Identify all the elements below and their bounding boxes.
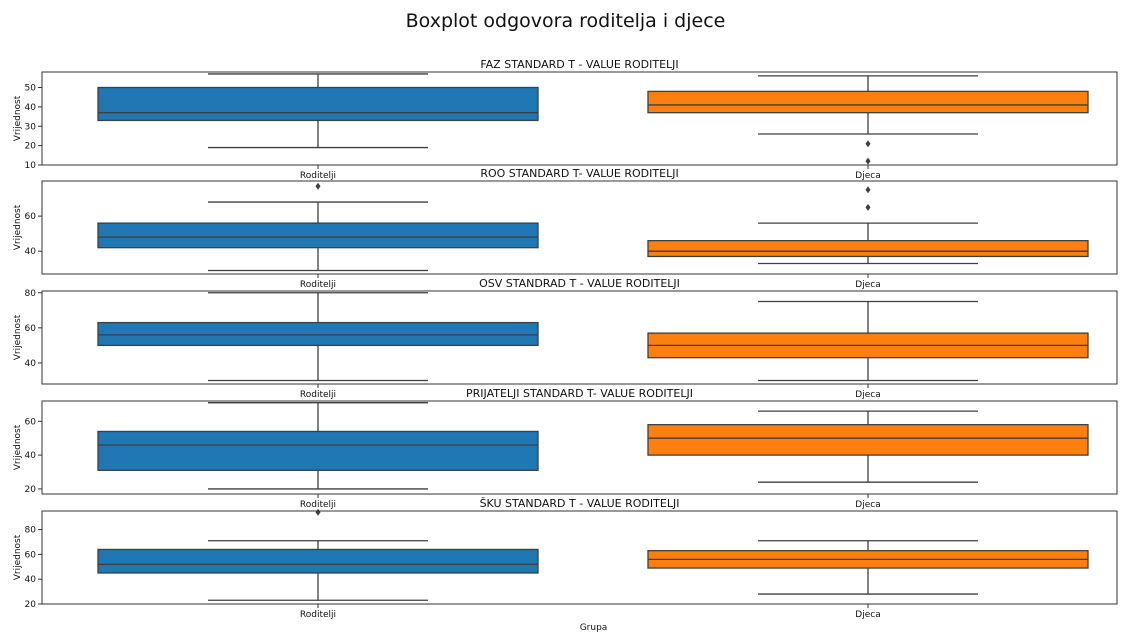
x-tick-label: Djeca	[855, 171, 880, 181]
box	[647, 240, 1089, 258]
x-tick-label: Djeca	[855, 610, 880, 620]
outlier-point	[865, 140, 871, 148]
y-axis-label: Vrijednost	[13, 95, 23, 141]
x-tick-label: Djeca	[855, 500, 880, 510]
y-tick-label: 60	[25, 550, 37, 560]
box	[97, 548, 539, 574]
x-tick-label: Djeca	[855, 280, 880, 290]
y-axis-label: Vrijednost	[13, 424, 23, 470]
panel-title: ROO STANDARD T- VALUE RODITELJI	[480, 167, 678, 180]
outlier-point	[315, 508, 321, 516]
y-tick-label: 40	[25, 451, 37, 461]
y-tick-label: 40	[25, 575, 37, 585]
box	[97, 430, 539, 471]
x-tick-label: Roditelji	[300, 610, 336, 620]
y-tick-label: 20	[25, 142, 37, 152]
y-tick-label: 20	[25, 485, 37, 495]
outlier-point	[315, 182, 321, 190]
panel-title: FAZ STANDARD T - VALUE RODITELJI	[480, 58, 678, 71]
panel-title: PRIJATELJI STANDARD T- VALUE RODITELJI	[466, 387, 693, 400]
box	[647, 90, 1089, 114]
y-tick-label: 20	[25, 600, 37, 610]
box	[647, 424, 1089, 456]
panel-frame	[41, 510, 1118, 605]
outlier-point	[865, 157, 871, 165]
y-tick-label: 80	[25, 289, 37, 299]
outlier-point	[865, 203, 871, 211]
x-tick-label: Roditelji	[300, 171, 336, 181]
y-tick-label: 30	[25, 122, 37, 132]
y-axis-label: Vrijednost	[13, 204, 23, 250]
panel-frame	[41, 71, 1118, 166]
box	[97, 86, 539, 122]
y-tick-label: 80	[25, 526, 37, 536]
x-tick-label: Roditelji	[300, 500, 336, 510]
box	[97, 222, 539, 249]
panel-frame	[41, 180, 1118, 275]
y-tick-label: 60	[25, 417, 37, 427]
y-tick-label: 40	[25, 359, 37, 369]
figure-title: Boxplot odgovora roditelja i djece	[405, 10, 726, 32]
x-tick-label: Roditelji	[300, 280, 336, 290]
y-axis-label: Vrijednost	[13, 314, 23, 360]
panel-title: ŠKU STANDARD T - VALUE RODITELJI	[480, 497, 680, 510]
y-tick-label: 50	[25, 84, 37, 94]
x-tick-label: Djeca	[855, 390, 880, 400]
y-tick-label: 40	[25, 247, 37, 257]
y-tick-label: 10	[25, 161, 37, 171]
outlier-point	[865, 186, 871, 194]
y-tick-label: 60	[25, 324, 37, 334]
box	[97, 321, 539, 347]
x-tick-label: Roditelji	[300, 390, 336, 400]
y-tick-label: 60	[25, 212, 37, 222]
panel-title: OSV STANDRAD T - VALUE RODITELJI	[479, 277, 680, 290]
y-axis-label: Vrijednost	[13, 534, 23, 580]
panel-frame	[41, 400, 1118, 495]
x-axis-label: Grupa	[580, 623, 608, 632]
panel-frame	[41, 290, 1118, 385]
y-tick-label: 40	[25, 103, 37, 113]
